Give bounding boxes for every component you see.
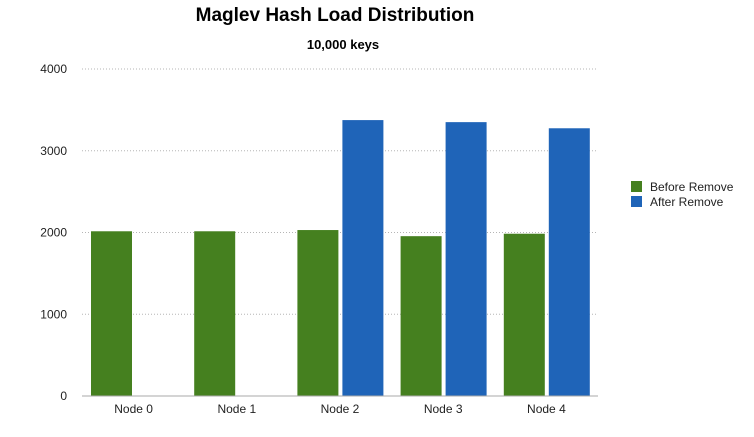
bar-after-remove-node-3 bbox=[445, 122, 487, 396]
legend-label: After Remove bbox=[650, 195, 724, 209]
axes: 0 1000 2000 3000 4000 Node 0 Node 1 Node 2 Node … bbox=[40, 62, 598, 416]
y-tick-label: 1000 bbox=[40, 307, 67, 321]
legend-label: Before Remove bbox=[650, 180, 734, 194]
x-tick-label: Node 4 bbox=[527, 402, 566, 416]
bar-after-remove-node-4 bbox=[548, 128, 590, 397]
x-tick-label: Node 2 bbox=[321, 402, 360, 416]
bar-before-remove-node-3 bbox=[400, 236, 442, 396]
bars bbox=[91, 120, 590, 397]
bar-before-remove-node-1 bbox=[194, 231, 236, 396]
y-tick-label: 2000 bbox=[40, 226, 67, 240]
legend-swatch bbox=[631, 196, 642, 207]
bar-before-remove-node-4 bbox=[503, 233, 545, 396]
chart-subtitle: 10,000 keys bbox=[306, 37, 380, 52]
bar-after-remove-node-2 bbox=[342, 120, 384, 396]
y-tick-label: 3000 bbox=[40, 144, 67, 158]
x-tick-label: Node 3 bbox=[424, 402, 463, 416]
x-tick-label: Node 0 bbox=[114, 402, 153, 416]
y-tick-label: 0 bbox=[60, 389, 67, 403]
bar-before-remove-node-2 bbox=[297, 230, 339, 396]
bar-before-remove-node-0 bbox=[91, 231, 132, 396]
chart-title: Maglev Hash Load Distribution bbox=[195, 5, 475, 26]
legend-swatch bbox=[631, 181, 642, 192]
x-tick-label: Node 1 bbox=[217, 402, 256, 416]
y-tick-label: 4000 bbox=[40, 62, 67, 76]
